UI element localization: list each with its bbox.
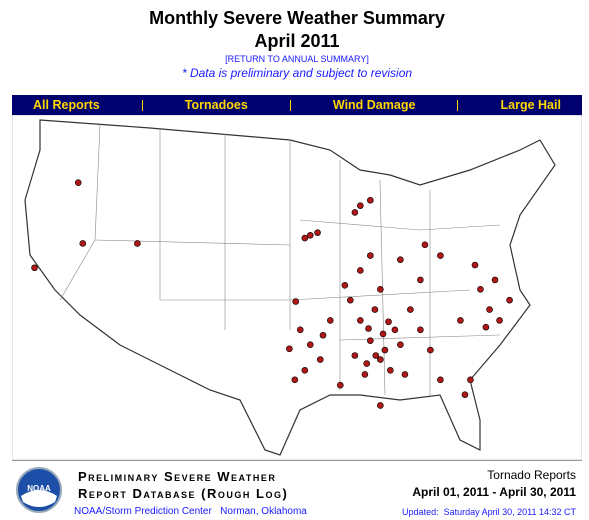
report-marker (347, 296, 354, 304)
report-marker (291, 376, 299, 384)
report-marker (506, 296, 513, 304)
report-marker (381, 346, 389, 354)
report-marker (397, 256, 404, 263)
report-marker (371, 306, 379, 313)
report-marker (357, 267, 364, 274)
report-marker (482, 323, 490, 331)
note: * Data is preliminary and subject to rev… (181, 66, 413, 80)
report-marker (367, 337, 374, 344)
map (12, 115, 582, 460)
footer-org: NOAA/Storm Prediction Center Norman, Okl… (74, 506, 307, 517)
noaa-logo: NOAA (16, 467, 62, 513)
report-marker (486, 306, 493, 313)
report-marker (365, 325, 372, 332)
updated: Updated: Saturday April 30, 2011 14:32 C… (402, 507, 576, 517)
report-marker (319, 331, 327, 339)
report-marker (397, 341, 404, 349)
report-marker (427, 346, 434, 354)
report-marker (357, 317, 364, 324)
report-marker (337, 381, 344, 389)
page-title: Monthly Severe Weather Summary (149, 8, 445, 28)
report-marker (134, 240, 141, 247)
report-marker (461, 391, 469, 398)
report-marker (496, 317, 503, 324)
report-marker (306, 341, 314, 349)
report-marker (326, 317, 334, 324)
report-marker (351, 209, 359, 216)
report-marker (417, 276, 424, 284)
report-marker (79, 240, 87, 247)
report-type: Tornado Reports (487, 468, 576, 482)
report-marker (357, 202, 364, 209)
date-range: April 01, 2011 - April 30, 2011 (412, 485, 576, 499)
report-marker (471, 261, 479, 269)
report-marker (391, 326, 399, 334)
report-marker (437, 376, 444, 384)
report-marker (377, 356, 384, 363)
report-marker (341, 281, 349, 289)
nav-link[interactable]: Wind Damage (332, 98, 416, 112)
report-marker (296, 326, 304, 334)
report-marker (351, 352, 359, 359)
report-marker (407, 306, 414, 313)
page-subtitle: April 2011 (254, 31, 340, 51)
report-marker (292, 298, 300, 305)
report-marker (457, 317, 464, 324)
report-marker (377, 286, 384, 293)
report-marker (367, 252, 374, 259)
report-marker (314, 229, 321, 236)
nav-link[interactable]: Tornadoes (184, 98, 248, 112)
nav-link[interactable]: Large Hail (500, 98, 561, 112)
footer: NOAA Preliminary Severe Weather Report D… (12, 460, 582, 520)
report-marker (377, 402, 384, 409)
report-marker (387, 367, 394, 374)
report-marker (385, 318, 392, 326)
report-marker (467, 376, 474, 384)
report-marker (417, 326, 424, 334)
footer-line: Preliminary Severe Weather (78, 469, 277, 484)
report-marker (306, 232, 314, 239)
report-marker (367, 196, 374, 204)
logo-text: NOAA (27, 484, 51, 493)
report-marker (301, 234, 309, 242)
return-link[interactable]: [RETURN TO ANNUAL SUMMARY] (225, 54, 369, 64)
report-marker (31, 264, 38, 272)
report-marker (437, 252, 444, 259)
report-marker (421, 241, 429, 249)
report-marker (74, 179, 82, 186)
footer-line: Report Database (Rough Log) (78, 486, 289, 501)
report-marker (477, 286, 484, 293)
report-marker (301, 367, 309, 374)
report-marker (372, 352, 380, 359)
report-marker (379, 330, 387, 338)
nav-bar: All Reports Tornadoes Wind Damage Large … (12, 95, 582, 115)
nav-link[interactable]: All Reports (33, 98, 100, 112)
report-marker (316, 356, 324, 363)
report-marker (361, 371, 369, 378)
report-marker (286, 345, 293, 353)
report-marker (363, 360, 371, 367)
report-marker (401, 371, 409, 378)
report-marker (491, 276, 499, 284)
